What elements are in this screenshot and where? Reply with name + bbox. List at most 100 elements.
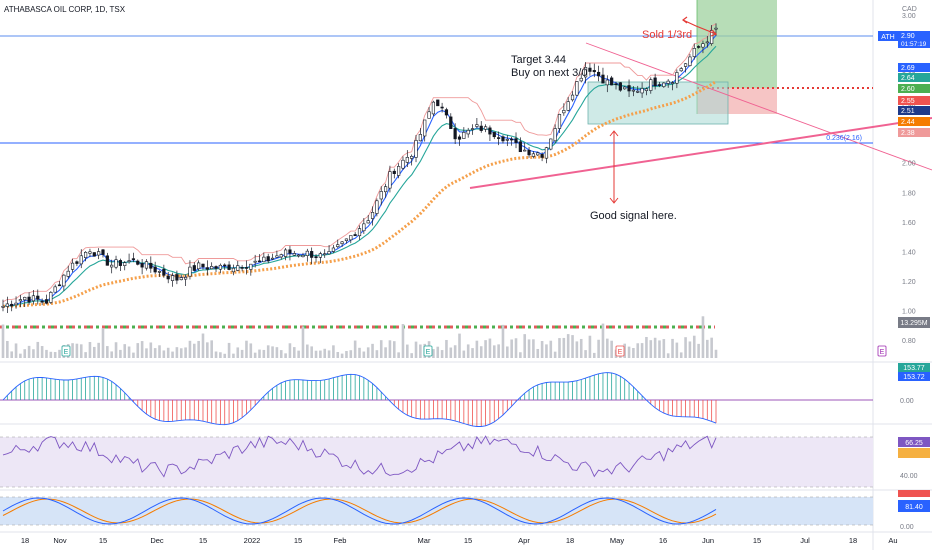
candle-body [57,284,62,287]
candle-body [210,266,214,270]
volume-bar [645,336,648,358]
candle-body [197,262,201,270]
candle-body [1,305,5,308]
volume-bar [262,349,266,358]
candle-body [636,91,640,93]
time-tick-label: Mar [418,536,431,545]
volume-bar [501,324,505,358]
sold-arrow [682,19,717,35]
candle-body [75,261,79,264]
candle-body [214,266,218,269]
volume-bar [158,345,161,358]
chart-title: ATHABASCA OIL CORP, 1D, TSX [4,5,126,14]
candle-body [162,268,166,276]
candle-body [562,110,566,114]
volume-bar [540,340,544,358]
macd-label-a: 153.77 [903,365,925,372]
candle-body [610,77,614,86]
volume-bar [197,340,200,358]
volume-bar [301,326,305,358]
candle-body [383,186,388,193]
candle-body [488,127,492,135]
candle-body [240,267,244,269]
price-tick-label: 1.00 [902,309,916,316]
candle-body [288,249,292,254]
time-tick-label: Jun [702,536,714,545]
volume-bar [675,342,679,358]
price-label: 2.38 [901,130,915,137]
candle-body [127,260,131,262]
volume-bar [23,349,27,358]
volume-bar [92,346,96,358]
candle-body [505,139,509,141]
position-profit-zone [697,0,777,88]
candle-body [605,79,609,86]
volume-bar [532,339,535,358]
volume-bar [310,346,313,358]
candle-body [136,260,140,265]
candle-body [644,88,649,91]
earnings-marker[interactable] [615,345,625,357]
candle-body [297,254,301,257]
candle-body [31,295,36,302]
candle-body [92,252,96,257]
candle-body [292,253,296,256]
candle-body [62,274,66,287]
candle-body [318,253,322,258]
volume-bar [327,350,331,358]
candle-body [631,89,635,92]
volume-bar [488,338,492,358]
volume-bar [671,338,674,358]
volume-bar [223,353,227,358]
price-tick-label: 1.20 [902,279,916,286]
candle-body [244,267,249,269]
candle-body [453,128,457,140]
volume-bar [458,333,461,358]
rsi-pane [0,435,873,488]
candle-body [140,263,144,268]
earnings-marker[interactable] [423,345,433,357]
candle-body [549,138,553,150]
candle-body [84,251,88,258]
volume-bar [306,344,309,358]
volume-bar [640,343,644,358]
candle-body [588,67,592,72]
macd-line [2,372,717,427]
volume-bar [545,344,548,358]
candle-body [410,155,414,159]
candle-body [53,286,57,293]
volume-bar [679,352,683,358]
candle-body [431,101,436,115]
sold-annotation: Sold 1/3rd [642,29,692,41]
time-tick-label: 15 [753,536,761,545]
volume-bar [714,349,718,358]
candle-body [523,149,527,152]
candle-body [70,262,75,270]
candle-body [279,254,283,258]
candle-body [310,251,314,258]
volume-bar [592,352,596,358]
volume-bar [662,339,666,358]
candle-body [275,255,279,258]
volume-bar [549,340,553,358]
candle-body [353,234,357,237]
price-label: 2.44 [901,119,915,126]
volume-bar [375,350,379,358]
volume-bar [162,350,166,358]
candle-body [670,82,675,84]
time-tick-label: 15 [464,536,472,545]
candle-body [536,152,540,156]
volume-bar [506,346,509,358]
volume-bar [227,342,231,358]
earnings-marker[interactable] [61,345,71,357]
symbol-badge [878,31,898,41]
earnings-marker[interactable] [877,345,887,357]
volume-bar [362,351,366,358]
price-label: 2.55 [901,98,915,105]
volume-bar [201,333,205,358]
time-tick-label: Nov [53,536,67,545]
volume-bar [510,339,513,358]
